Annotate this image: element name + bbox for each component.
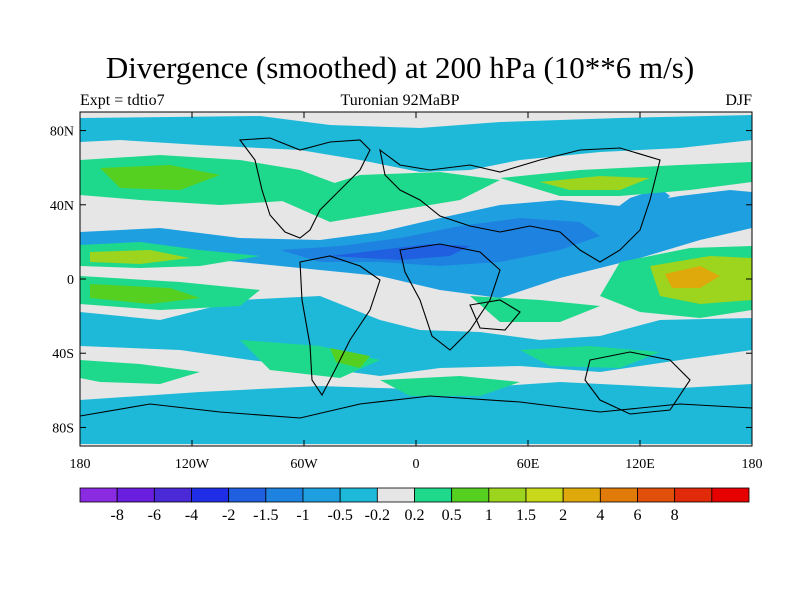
- lon-tick-label: 0: [413, 457, 420, 472]
- lat-tick-label: 0: [67, 273, 74, 288]
- colorbar-label: -1.5: [253, 507, 278, 524]
- colorbar-swatch-6: [302, 487, 341, 503]
- contour-fill-pos-north2: [100, 165, 220, 190]
- colorbar-swatch-11: [488, 487, 527, 503]
- colorbar-swatch-7: [339, 487, 378, 503]
- divergence-field: [80, 115, 752, 444]
- colorbar-swatch-13: [562, 487, 601, 503]
- contour-fill-neg-antarctic: [80, 382, 752, 444]
- coastline-antarctica: [80, 395, 752, 419]
- colorbar-swatch-1: [116, 487, 155, 503]
- contour-fill-pos-tropical-west-core: [90, 250, 190, 264]
- colorbar-swatch-8: [376, 487, 415, 503]
- coastline-africa: [399, 243, 501, 351]
- lon-tick-label: 120W: [175, 457, 210, 472]
- colorbar-swatch-4: [228, 487, 267, 503]
- contour-fill-pos-indian: [470, 296, 600, 322]
- contour-fill-pos-south-atlantic: [380, 376, 520, 396]
- contour-fill-pos-s-indian: [520, 346, 660, 368]
- contour-fill-pos-south-east-pacific-core: [90, 284, 200, 304]
- colorbar: -8 -6 -4 -2 -1.5 -1 -0.5 -0.2 0.2 0.5 1 1.5 2 4 6 8: [79, 487, 750, 524]
- experiment-label: Expt = tdtio7: [80, 92, 165, 109]
- contour-fill-pos-n-pacific-core: [540, 176, 650, 190]
- colorbar-swatch-0: [79, 487, 118, 503]
- contour-fill-pos-southern: [240, 340, 380, 378]
- contour-fill-neg-nw-pacific: [600, 188, 670, 232]
- lon-tick-label: 60E: [517, 457, 540, 472]
- lon-tick-label: 180: [70, 457, 91, 472]
- colorbar-label: 0.2: [405, 507, 425, 524]
- lon-tick-label: 60W: [290, 457, 318, 472]
- colorbar-label: -6: [148, 507, 161, 524]
- colorbar-swatch-2: [153, 487, 192, 503]
- coastline-india: [469, 299, 521, 331]
- colorbar-swatch-5: [265, 487, 304, 503]
- contour-fill-pos-east-pacific-core2: [665, 266, 720, 288]
- map-panel: 80N 40N 0 40S 80S 180 120W 60W 0 60E 120E 180: [50, 111, 763, 472]
- coastline-south-america: [299, 255, 381, 397]
- season-label: DJF: [725, 92, 752, 109]
- contour-fill-pos-southern2: [330, 348, 370, 368]
- lon-tick-label: 180: [742, 457, 763, 472]
- colorbar-label: 8: [671, 507, 679, 524]
- contour-fill-pos-s-pacific: [80, 360, 200, 384]
- colorbar-label: 1: [485, 507, 493, 524]
- colorbar-label: 1.5: [516, 507, 536, 524]
- lat-tick-label: 40S: [52, 347, 74, 362]
- colorbar-swatch-16: [674, 487, 713, 503]
- colorbar-label: -0.2: [365, 507, 390, 524]
- period-label: Turonian 92MaBP: [340, 92, 460, 109]
- colorbar-swatch-15: [637, 487, 676, 503]
- colorbar-label: -4: [185, 507, 198, 524]
- colorbar-label: 2: [559, 507, 567, 524]
- lat-tick-label: 80S: [52, 421, 74, 436]
- colorbar-swatch-14: [599, 487, 638, 503]
- colorbar-label: 6: [634, 507, 642, 524]
- colorbar-swatch-9: [414, 487, 453, 503]
- map-title: Divergence (smoothed) at 200 hPa (10**6 …: [105, 50, 695, 85]
- colorbar-swatch-3: [191, 487, 230, 503]
- contour-fill-pos-n-atlantic: [280, 172, 500, 222]
- colorbar-label: -8: [111, 507, 124, 524]
- lat-tick-label: 40N: [50, 199, 74, 214]
- colorbar-swatch-12: [525, 487, 564, 503]
- colorbar-label: -0.5: [328, 507, 353, 524]
- coastline-eurasia: [379, 147, 661, 263]
- coastline-australia: [584, 351, 691, 415]
- coastline-north-america: [238, 137, 371, 239]
- colorbar-label: 0.5: [442, 507, 462, 524]
- latitude-axis: 80N 40N 0 40S 80S: [50, 125, 752, 436]
- colorbar-label: -1: [296, 507, 309, 524]
- colorbar-swatch-10: [451, 487, 490, 503]
- coastlines: [80, 137, 752, 419]
- contour-fill-neg-northern: [80, 115, 752, 172]
- lon-tick-label: 120E: [625, 457, 655, 472]
- colorbar-swatch-17: [711, 487, 750, 503]
- longitude-axis: 180 120W 60W 0 60E 120E 180: [70, 112, 763, 472]
- colorbar-label: 4: [596, 507, 604, 524]
- colorbar-label: -2: [222, 507, 235, 524]
- lat-tick-label: 80N: [50, 125, 74, 140]
